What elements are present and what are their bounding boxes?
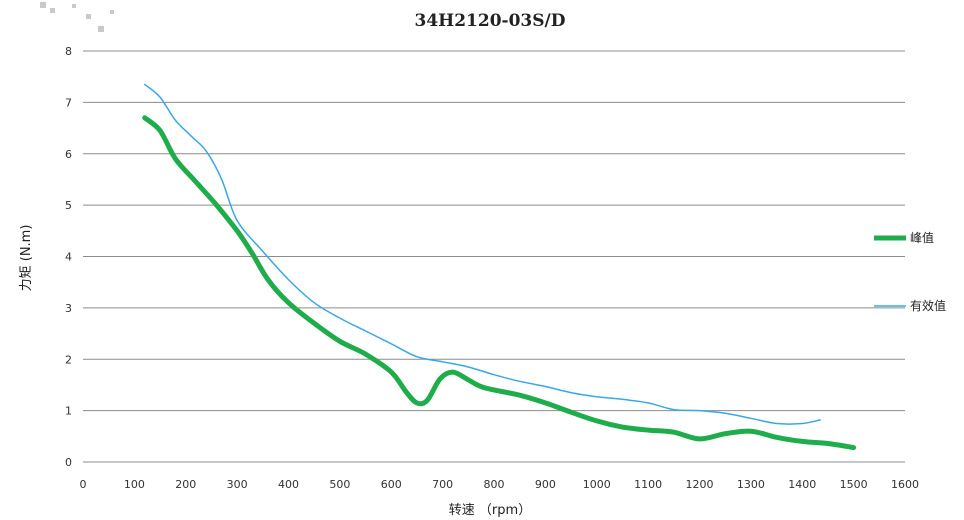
y-tick-label: 1 <box>65 405 72 418</box>
y-tick-label: 0 <box>65 456 72 469</box>
y-tick-label: 3 <box>65 302 72 315</box>
y-axis-label: 力矩 (N.m) <box>19 225 34 292</box>
x-tick-label: 800 <box>484 478 505 491</box>
x-axis-ticks: 0 100 200 300 400 500 600 700 800 900 1000 1100 1200… <box>80 478 920 491</box>
x-tick-label: 400 <box>278 478 299 491</box>
x-tick-label: 1300 <box>737 478 765 491</box>
legend-label: 峰值 <box>910 230 934 245</box>
y-tick-label: 5 <box>65 199 72 212</box>
x-tick-label: 500 <box>329 478 350 491</box>
x-tick-label: 600 <box>381 478 402 491</box>
y-tick-label: 2 <box>65 353 72 366</box>
x-tick-label: 300 <box>227 478 248 491</box>
y-tick-label: 6 <box>65 148 72 161</box>
chart-title: 34H2120-03S/D <box>415 11 566 31</box>
legend-item: 峰值 <box>874 230 934 245</box>
x-tick-label: 1100 <box>634 478 662 491</box>
y-tick-label: 7 <box>65 96 72 109</box>
x-tick-label: 1000 <box>583 478 611 491</box>
x-tick-label: 900 <box>535 478 556 491</box>
x-tick-label: 1500 <box>840 478 868 491</box>
x-tick-label: 1200 <box>686 478 714 491</box>
legend-label: 有效值 <box>910 298 946 313</box>
y-tick-label: 8 <box>65 45 72 58</box>
scan-mark-decoration <box>40 2 114 32</box>
x-tick-label: 1400 <box>788 478 816 491</box>
series-line-peak <box>142 115 857 451</box>
series-lines <box>142 83 857 451</box>
x-tick-label: 0 <box>80 478 87 491</box>
series-line-rms <box>143 83 821 425</box>
gridlines <box>83 50 905 463</box>
y-axis-ticks: 0 1 2 3 4 5 6 7 8 <box>65 45 72 469</box>
legend-item: 有效值 <box>874 298 946 313</box>
x-tick-label: 1600 <box>891 478 919 491</box>
x-tick-label: 700 <box>432 478 453 491</box>
x-axis-label: 转速 （rpm） <box>449 503 531 518</box>
y-tick-label: 4 <box>65 251 72 264</box>
x-tick-label: 100 <box>124 478 145 491</box>
x-tick-label: 200 <box>175 478 196 491</box>
